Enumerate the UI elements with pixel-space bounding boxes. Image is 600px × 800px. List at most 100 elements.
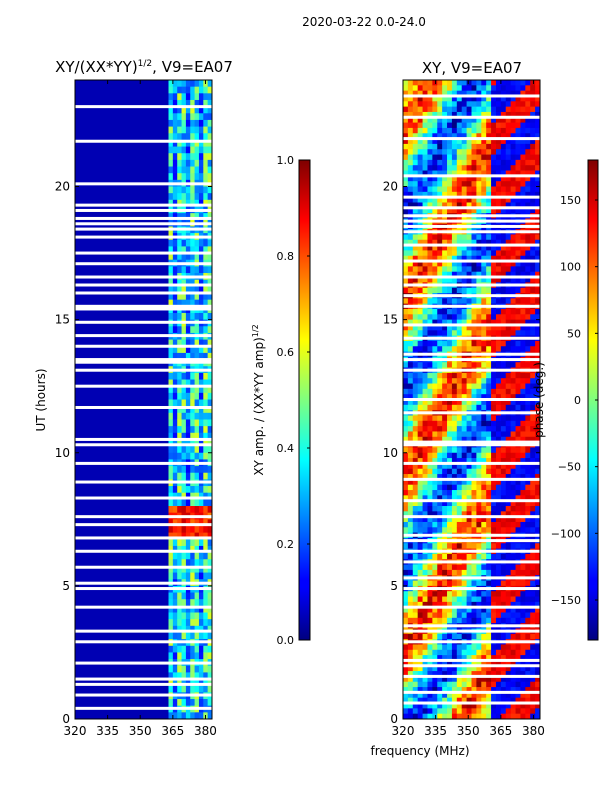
- phase-cell: [456, 277, 463, 283]
- amp-cell: [203, 532, 209, 540]
- phase-cell: [451, 127, 458, 134]
- phase-cell: [476, 468, 482, 475]
- amp-cell: [177, 499, 182, 507]
- phase-cell: [417, 85, 423, 92]
- phase-cell: [437, 399, 443, 406]
- phase-cell: [417, 362, 423, 368]
- phase-cell: [510, 426, 516, 432]
- phase-cell: [447, 511, 453, 518]
- phase-cell: [500, 458, 507, 464]
- phase-cell: [422, 127, 428, 134]
- phase-cell: [505, 516, 512, 523]
- phase-cell: [481, 479, 487, 486]
- phase-cell: [422, 495, 428, 502]
- phase-cell: [422, 511, 428, 518]
- amp-cell: [194, 492, 200, 500]
- phase-cell: [461, 431, 468, 438]
- phase-cell: [432, 202, 438, 209]
- phase-cell: [520, 420, 526, 427]
- phase-cell: [505, 90, 512, 97]
- phase-cell: [403, 149, 409, 155]
- phase-cell: [432, 170, 438, 177]
- phase-cell: [495, 122, 502, 129]
- phase-cell: [461, 516, 468, 523]
- phase-cell: [422, 617, 428, 624]
- amp-cell: [168, 312, 174, 321]
- phase-cell: [530, 207, 536, 214]
- phase-cell: [500, 308, 507, 315]
- phase-cell: [461, 617, 468, 624]
- phase-cell: [500, 170, 507, 177]
- amp-cell: [168, 472, 174, 480]
- amp-cell: [198, 452, 204, 460]
- phase-cell: [476, 245, 482, 251]
- phase-cell: [412, 527, 419, 534]
- phase-cell: [422, 90, 428, 97]
- phase-cell: [505, 431, 512, 438]
- phase-cell: [486, 362, 492, 368]
- amp-cell: [198, 472, 204, 480]
- amp-cell: [198, 339, 204, 347]
- phase-cell: [407, 474, 414, 480]
- phase-cell: [486, 330, 492, 336]
- phase-cell: [451, 527, 458, 534]
- phase-gap-line: [403, 304, 540, 308]
- amp-cell: [194, 619, 200, 627]
- phase-cell: [403, 490, 409, 496]
- amp-cell: [172, 106, 178, 114]
- phase-gap-line: [403, 230, 540, 234]
- phase-cell: [471, 463, 477, 470]
- phase-cell: [447, 388, 453, 395]
- amp-cell: [181, 572, 187, 580]
- phase-cell: [505, 143, 512, 150]
- phase-cell: [530, 319, 536, 326]
- amp-cell: [207, 432, 213, 440]
- phase-cell: [461, 346, 468, 352]
- phase-cell: [456, 250, 463, 257]
- phase-cell: [427, 175, 433, 182]
- amp-cell: [190, 412, 196, 420]
- phase-cell: [491, 681, 497, 688]
- phase-cell: [412, 239, 419, 246]
- phase-cell: [520, 681, 526, 688]
- amp-cell: [177, 312, 182, 321]
- phase-cell: [417, 697, 423, 704]
- phase-cell: [417, 80, 423, 86]
- phase-cell: [407, 516, 414, 523]
- amp-cell: [198, 572, 204, 580]
- amp-cell: [203, 605, 209, 613]
- amp-cell: [198, 492, 204, 500]
- amp-cell: [181, 679, 187, 687]
- phase-cell: [510, 516, 516, 523]
- phase-cell: [442, 207, 448, 214]
- amp-cell: [168, 652, 174, 660]
- phase-cell: [530, 601, 536, 608]
- phase-cell: [432, 596, 438, 603]
- phase-cell: [442, 90, 448, 97]
- phase-cell: [422, 266, 428, 273]
- amp-gap-line: [75, 105, 212, 109]
- phase-cell: [495, 298, 502, 305]
- phase-cell: [486, 596, 492, 603]
- phase-cell: [451, 255, 458, 262]
- phase-cell: [471, 687, 477, 693]
- phase-cell: [432, 90, 438, 97]
- phase-cell: [520, 117, 526, 123]
- amp-gap-line: [75, 443, 212, 447]
- phase-cell: [422, 245, 428, 251]
- phase-cell: [403, 495, 409, 502]
- amp-cell: [203, 99, 209, 108]
- phase-cell: [451, 319, 458, 326]
- phase-cell: [505, 452, 512, 459]
- phase-cell: [403, 277, 409, 283]
- amp-cell: [168, 592, 174, 600]
- phase-cell: [500, 516, 507, 523]
- phase-cell: [515, 687, 521, 693]
- phase-cell: [491, 612, 497, 619]
- phase-cell: [530, 388, 536, 395]
- phase-cell: [403, 245, 409, 251]
- phase-cell: [510, 111, 516, 118]
- phase-cell: [530, 490, 536, 496]
- phase-cell: [451, 644, 458, 651]
- phase-cell: [407, 655, 414, 661]
